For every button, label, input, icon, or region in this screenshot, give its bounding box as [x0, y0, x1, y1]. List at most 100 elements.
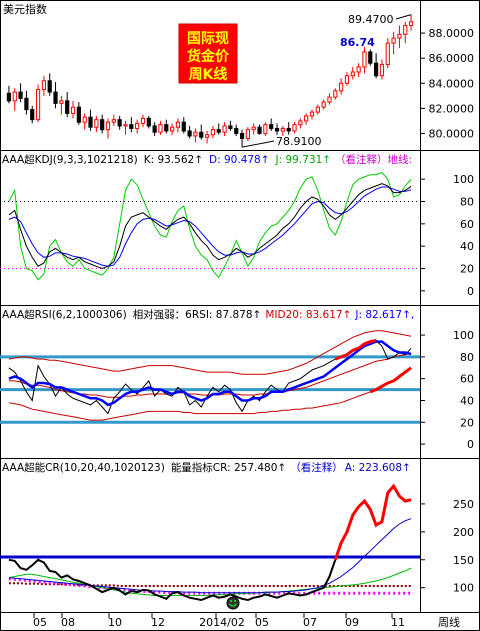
cr-note[interactable]: （看注释） — [290, 461, 343, 474]
candle-up — [315, 106, 320, 113]
rsi-title: AAA超RSI(6,2,1000306) 相对强弱：6RSI: 87.878↑ MI… — [2, 308, 414, 321]
candle-down — [274, 127, 280, 132]
candle-up — [263, 124, 268, 134]
kdj-axis-tick-label: 100 — [453, 173, 474, 186]
price-last-label: 86.74 — [340, 36, 375, 49]
rsi-name: AAA超RSI(6,2,1000306) — [2, 308, 127, 321]
candle-up — [210, 129, 216, 136]
candle-up — [327, 96, 332, 103]
candle-up — [391, 37, 396, 44]
cr-axis-tick-label: 150 — [453, 554, 474, 567]
x-tick-label: 2014/02 — [199, 616, 245, 629]
candle-down — [368, 51, 373, 64]
cr-axis-tick-label: 250 — [453, 498, 474, 511]
kdj-note[interactable]: （看注释）地线: — [335, 153, 412, 166]
candle-down — [152, 125, 157, 133]
candle-up — [280, 127, 285, 132]
cr-panel: 250 200 150 100 — [0, 483, 474, 602]
candle-up — [356, 66, 361, 73]
price-low-label: 78.9100 — [276, 135, 322, 148]
rsi-axis-tick-label: 60 — [460, 373, 474, 386]
gold-weekly-badge: 国际现 货金价 周K线 — [178, 23, 238, 84]
candle-up — [408, 21, 414, 27]
candle-down — [30, 109, 35, 121]
x-tick-label: 12 — [151, 616, 165, 629]
cr-main-line — [8, 558, 337, 602]
candle-up — [362, 51, 367, 68]
candle-up — [158, 124, 163, 133]
low-pointer — [241, 140, 275, 148]
kdj-axis-tick-label: 80 — [460, 196, 474, 209]
candle-down — [286, 127, 291, 132]
rsi-j-value: J: 82.617↑, — [354, 309, 414, 321]
candle-up — [175, 121, 181, 128]
candle-down — [88, 116, 93, 128]
candle-up — [193, 131, 198, 137]
cr-a-line — [8, 518, 412, 594]
candle-up — [105, 121, 111, 131]
candle-up — [251, 126, 256, 131]
rsi-hot-segment — [334, 339, 377, 361]
candle-up — [245, 129, 250, 139]
candle-down — [6, 92, 12, 102]
cr-axis-tick-label: 100 — [453, 582, 474, 595]
kdj-axis-tick-label: 40 — [460, 240, 474, 253]
cr-a-value: A: 223.608↑ — [345, 462, 411, 474]
x-axis: 05 08 10 12 2014/02 05 07 09 11 — [33, 612, 405, 629]
badge-line-2: 货金价 — [186, 48, 230, 65]
candle-up — [350, 71, 355, 77]
rsi-j-line — [8, 340, 412, 407]
candle-down — [100, 119, 105, 131]
candle-up — [70, 106, 76, 114]
candle-down — [146, 117, 151, 127]
price-axis-tick-label: 84.0000 — [429, 77, 475, 90]
price-panel: 88.0000 86.0000 84.0000 82.0000 80.0000 — [6, 14, 475, 148]
candle-down — [24, 97, 29, 111]
candle-up — [385, 42, 390, 65]
candle-up — [204, 134, 210, 138]
candle-up — [379, 63, 385, 77]
kdj-name: AAA超KDJ(9,3,3,1021218) — [2, 153, 138, 166]
candle-up — [222, 125, 227, 133]
kdj-k-value: K: 93.562↑ — [144, 154, 203, 166]
candle-down — [65, 100, 70, 114]
candle-up — [59, 100, 64, 104]
kdj-axis-tick-label: 60 — [460, 218, 474, 231]
candle-up — [321, 101, 326, 108]
candle-down — [129, 124, 134, 129]
candle-up — [292, 124, 297, 132]
price-axis-tick-label: 82.0000 — [429, 102, 475, 115]
candle-down — [47, 80, 52, 93]
rsi-axis-tick-label: 80 — [460, 351, 474, 364]
kdj-j-line — [8, 171, 412, 281]
rsi-panel: 100 80 60 40 20 0 — [0, 329, 474, 451]
kdj-d-line — [8, 186, 412, 267]
rsi-upper-band — [8, 330, 412, 375]
candle-down — [234, 127, 239, 134]
x-tick-label: 08 — [61, 616, 75, 629]
kdj-axis-tick-label: 0 — [467, 285, 474, 298]
cr-axis-tick-label: 200 — [453, 526, 474, 539]
candle-down — [269, 124, 274, 129]
candle-down — [181, 121, 186, 132]
cr-hot-line — [333, 483, 412, 561]
price-axis-tick-label: 88.0000 — [429, 27, 475, 40]
kdj-axis-tick-label: 20 — [460, 263, 474, 276]
candle-down — [117, 119, 122, 127]
smiley-icon — [226, 596, 240, 610]
candle-up — [140, 117, 146, 124]
candle-down — [228, 125, 233, 129]
x-tick-label: 07 — [303, 616, 317, 629]
candle-up — [304, 115, 309, 122]
cr-name: AAA超能CR(10,20,40,1020123) — [2, 461, 165, 474]
kdj-k-line — [8, 183, 412, 270]
candle-down — [187, 130, 192, 137]
rsi-mid-value: MID20: 83.617↑ — [265, 309, 351, 321]
candle-up — [339, 82, 344, 92]
candle-up — [12, 91, 17, 102]
candle-up — [35, 89, 41, 121]
cr-magenta-line — [8, 577, 412, 595]
rsi-lower-hot-segment — [369, 366, 412, 394]
rsi-value: 相对强弱：6RSI: 87.878↑ — [133, 308, 262, 321]
cr-title: AAA超能CR(10,20,40,1020123) 能量指标CR: 257.480… — [2, 461, 411, 474]
